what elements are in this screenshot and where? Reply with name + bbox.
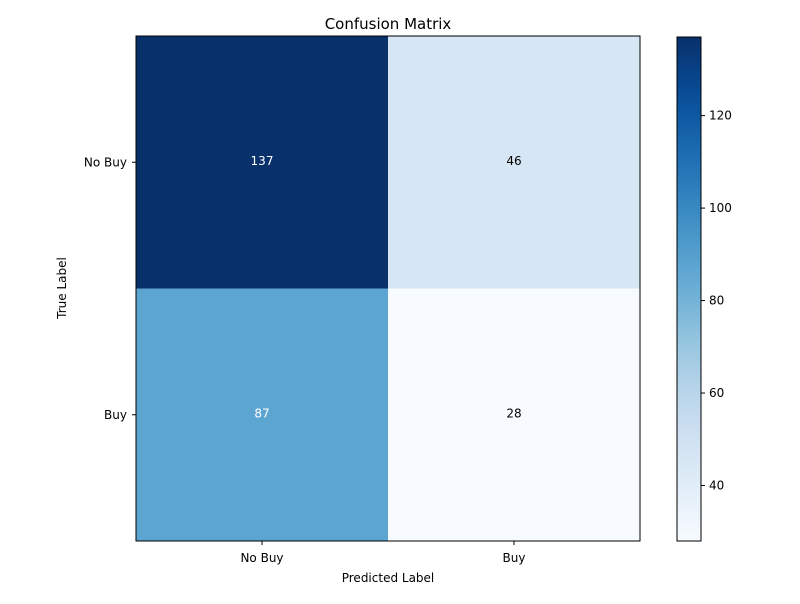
colorbar-tick-label: 80: [709, 294, 724, 308]
cell-value-label: 87: [254, 406, 269, 420]
heatmap-cell: [136, 288, 389, 542]
cell-value-label: 46: [506, 154, 521, 168]
chart-title: Confusion Matrix: [325, 15, 452, 33]
y-tick-label: No Buy: [84, 155, 127, 169]
x-tick-label: No Buy: [240, 551, 283, 565]
colorbar-tick-label: 40: [709, 479, 724, 493]
x-tick-label: Buy: [503, 551, 526, 565]
colorbar-tick-label: 100: [709, 201, 732, 215]
y-axis-label: True Label: [55, 257, 69, 320]
y-axis-ticks: No Buy Buy: [84, 155, 136, 422]
heatmap-cell: [388, 36, 641, 289]
cell-value-label: 137: [251, 154, 274, 168]
x-axis-ticks: No Buy Buy: [240, 541, 525, 565]
colorbar-ticks: 40 60 80 100 120: [701, 109, 732, 493]
colorbar-tick-label: 120: [709, 109, 732, 123]
x-axis-label: Predicted Label: [342, 571, 435, 585]
heatmap-cell: [388, 288, 641, 542]
plot-frame: [135, 35, 641, 542]
cell-value-labels: 137 46 87 28: [251, 154, 522, 421]
cell-value-label: 28: [506, 406, 521, 420]
colorbar-tick-label: 60: [709, 386, 724, 400]
heatmap-cell: [136, 36, 389, 289]
colorbar: [676, 36, 702, 542]
y-tick-label: Buy: [104, 408, 127, 422]
heatmap-cells: [136, 36, 641, 542]
